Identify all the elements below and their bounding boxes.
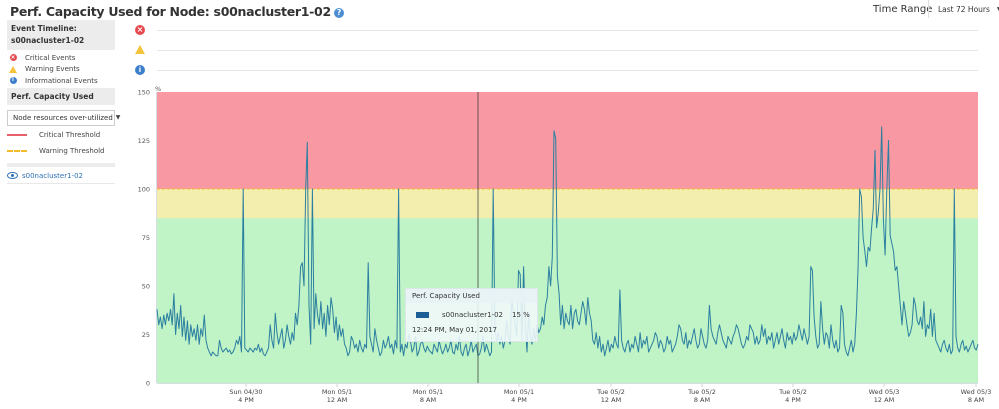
svg-text:50: 50 xyxy=(142,283,150,291)
event-legend: × Critical Events Warning Events i Informa… xyxy=(7,52,115,87)
series-line[interactable] xyxy=(156,126,979,357)
svg-text:%: % xyxy=(155,85,161,93)
legend-warning-events: Warning Events xyxy=(7,64,115,76)
svg-text:Sun 04/30: Sun 04/30 xyxy=(229,388,262,396)
warning-icon xyxy=(9,65,17,73)
svg-text:4 PM: 4 PM xyxy=(785,396,801,404)
divider xyxy=(7,162,115,167)
time-range-value: Last 72 Hours xyxy=(938,4,990,14)
threshold-label: Warning Threshold xyxy=(39,146,105,155)
svg-text:12 AM: 12 AM xyxy=(601,396,621,404)
svg-text:Wed 05/3: Wed 05/3 xyxy=(869,388,900,396)
svg-text:8 AM: 8 AM xyxy=(968,396,984,404)
tooltip-date: 12:24 PM, May 01, 2017 xyxy=(412,326,497,334)
svg-text:8 AM: 8 AM xyxy=(694,396,710,404)
warning-threshold-swatch xyxy=(7,149,27,152)
svg-text:4 PM: 4 PM xyxy=(511,396,527,404)
event-timeline-node: s00nacluster1-02 xyxy=(11,36,85,45)
chevron-down-icon: ▼ xyxy=(997,6,999,13)
event-timeline-title: Event Timeline: xyxy=(11,24,77,33)
svg-text:12 AM: 12 AM xyxy=(874,396,894,404)
chart-tooltip: Perf. Capacity Used s00nacluster1-02 15 … xyxy=(405,288,538,342)
svg-text:Mon 05/1: Mon 05/1 xyxy=(413,388,443,396)
event-filter-dropdown[interactable]: Node resources over-utilized ▼ xyxy=(7,109,120,126)
threshold-zones xyxy=(157,92,978,383)
svg-text:Wed 05/3: Wed 05/3 xyxy=(961,388,992,396)
time-range-label: Time Range xyxy=(873,4,933,15)
threshold-label: Critical Threshold xyxy=(39,130,101,139)
svg-text:125: 125 xyxy=(138,137,150,145)
critical-icon: × xyxy=(135,25,145,35)
critical-event-lane xyxy=(157,30,978,31)
eye-icon xyxy=(7,172,18,179)
series-swatch xyxy=(416,312,429,318)
sidebar: Event Timeline: s00nacluster1-02 × Critic… xyxy=(7,20,120,184)
event-timeline-header: Event Timeline: s00nacluster1-02 xyxy=(7,20,115,50)
dropdown-value: Node resources over-utilized xyxy=(13,113,113,122)
legend-label: Critical Events xyxy=(25,53,76,62)
svg-text:Mon 05/1: Mon 05/1 xyxy=(504,388,534,396)
svg-text:4 PM: 4 PM xyxy=(238,396,254,404)
svg-text:12 AM: 12 AM xyxy=(327,396,347,404)
legend-label: Informational Events xyxy=(25,76,98,85)
critical-threshold-legend: Critical Threshold xyxy=(7,127,115,143)
tooltip-value: 15 % xyxy=(511,311,530,319)
svg-text:150: 150 xyxy=(138,89,150,97)
svg-text:8 AM: 8 AM xyxy=(420,396,436,404)
info-event-lane xyxy=(157,70,978,71)
tooltip-series-row: s00nacluster1-02 15 % xyxy=(406,303,537,319)
time-range-dropdown[interactable]: Last 72 Hours ▼ xyxy=(928,0,999,18)
warning-event-lane xyxy=(157,50,978,51)
svg-text:Tue 05/2: Tue 05/2 xyxy=(596,388,625,396)
svg-text:0: 0 xyxy=(146,380,150,388)
warning-threshold-legend: Warning Threshold xyxy=(7,143,115,159)
svg-text:Tue 05/2: Tue 05/2 xyxy=(687,388,716,396)
page-title: Perf. Capacity Used for Node: s00naclust… xyxy=(10,4,344,19)
page-title-text: Perf. Capacity Used for Node: s00naclust… xyxy=(10,4,331,19)
perf-capacity-header: Perf. Capacity Used xyxy=(7,87,115,105)
critical-threshold-swatch xyxy=(7,133,27,136)
svg-text:25: 25 xyxy=(142,331,150,339)
svg-text:100: 100 xyxy=(138,186,150,194)
svg-text:Tue 05/2: Tue 05/2 xyxy=(778,388,807,396)
legend-critical-events: × Critical Events xyxy=(7,52,115,64)
tooltip-title: Perf. Capacity Used xyxy=(406,289,537,303)
question-circle-icon[interactable]: ? xyxy=(333,8,344,18)
critical-icon: × xyxy=(9,54,17,62)
chevron-down-icon: ▼ xyxy=(115,114,121,121)
info-icon: i xyxy=(9,77,17,85)
legend-info-events: i Informational Events xyxy=(7,75,115,87)
svg-text:Mon 05/1: Mon 05/1 xyxy=(322,388,352,396)
warning-icon xyxy=(135,45,145,54)
info-icon: i xyxy=(135,65,145,75)
legend-label: Warning Events xyxy=(25,65,80,74)
node-series-toggle[interactable]: s00nacluster1-02 xyxy=(7,169,115,184)
svg-text:75: 75 xyxy=(142,234,150,242)
node-link[interactable]: s00nacluster1-02 xyxy=(22,171,83,180)
tooltip-series-name: s00nacluster1-02 xyxy=(442,311,503,319)
y-axis: 0 25 50 75 100 125 150% xyxy=(138,85,162,388)
